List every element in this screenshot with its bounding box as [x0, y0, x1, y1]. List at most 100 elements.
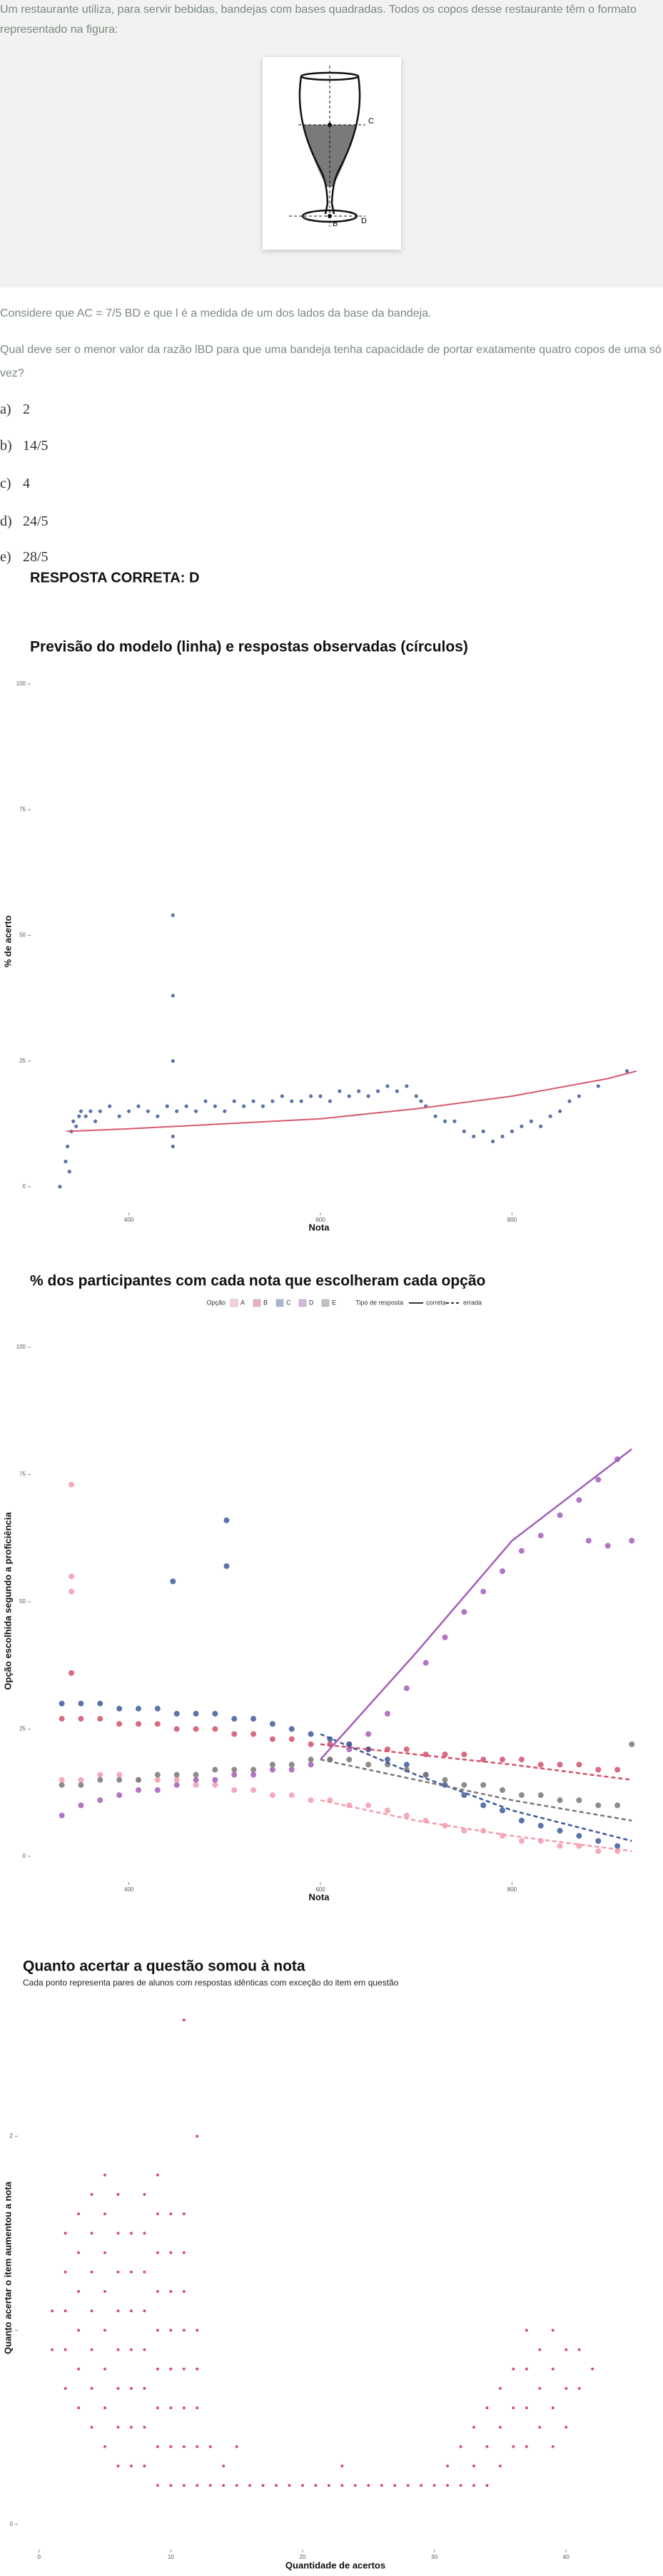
- legend-label: C: [286, 1299, 291, 1306]
- point: [442, 1119, 447, 1123]
- point: [135, 1777, 141, 1783]
- point: [193, 1782, 199, 1788]
- x-tick-label: 40: [563, 2554, 570, 2560]
- point: [308, 1094, 313, 1098]
- point: [90, 2232, 93, 2235]
- line: [320, 1758, 632, 1822]
- point: [103, 2251, 107, 2254]
- point: [97, 1772, 103, 1778]
- point: [614, 1767, 621, 1773]
- y-tick-label: 100: [16, 1344, 26, 1350]
- point: [565, 2426, 568, 2429]
- point: [250, 1767, 257, 1773]
- point: [171, 993, 175, 998]
- legend-title: Opção: [206, 1299, 226, 1306]
- point: [308, 1757, 314, 1763]
- point: [442, 1752, 448, 1758]
- point: [77, 1114, 81, 1118]
- x-tick-label: 400: [124, 1886, 134, 1893]
- point: [193, 1710, 199, 1717]
- point: [270, 1099, 275, 1103]
- point: [500, 1807, 506, 1814]
- point: [231, 1787, 238, 1793]
- point: [169, 2367, 173, 2371]
- x-tick-label: 0: [37, 2554, 41, 2560]
- point: [196, 2329, 199, 2332]
- point: [551, 2406, 555, 2410]
- point: [67, 1170, 71, 1174]
- point: [175, 1109, 179, 1113]
- point: [250, 1731, 257, 1737]
- point: [288, 1762, 295, 1768]
- point: [173, 1772, 180, 1778]
- point: [551, 2329, 555, 2332]
- point: [459, 2445, 462, 2448]
- point: [156, 2445, 159, 2448]
- point: [212, 1777, 218, 1783]
- legend-swatch: [253, 1299, 261, 1307]
- x-tick-label: 600: [315, 1217, 325, 1223]
- point: [171, 1144, 175, 1149]
- point: [498, 2426, 502, 2429]
- point: [498, 2387, 502, 2390]
- point: [171, 1059, 175, 1063]
- point: [156, 2367, 159, 2371]
- point: [269, 1792, 275, 1799]
- line: [66, 1070, 637, 1133]
- point: [461, 1792, 467, 1799]
- point: [422, 1772, 429, 1778]
- point: [480, 1782, 487, 1788]
- point: [182, 2484, 186, 2487]
- y-axis-label: Quanto acertar o item aumentou a nota: [2, 2181, 13, 2354]
- legend-label: D: [309, 1299, 314, 1306]
- point: [78, 1777, 84, 1783]
- option: d) 24/5: [0, 513, 49, 530]
- point: [156, 1114, 160, 1118]
- option: a) 2: [0, 402, 30, 418]
- y-axis-label: % de acerto: [2, 915, 13, 967]
- point: [196, 2406, 199, 2410]
- point: [288, 1736, 295, 1742]
- point: [365, 1762, 372, 1768]
- point: [193, 1726, 199, 1732]
- x-axis-label: Nota: [309, 1891, 330, 1902]
- point: [557, 1843, 563, 1849]
- point: [340, 2464, 344, 2468]
- point: [69, 1670, 75, 1676]
- point: [365, 1802, 372, 1809]
- point: [269, 1767, 275, 1773]
- point: [419, 1099, 423, 1103]
- point: [182, 2251, 186, 2254]
- point: [472, 2464, 475, 2468]
- point: [64, 2309, 67, 2313]
- point: [275, 2484, 278, 2487]
- point: [116, 2232, 120, 2235]
- point: [156, 2251, 159, 2254]
- point: [485, 2484, 489, 2487]
- y-tick-label: 0: [10, 2521, 14, 2528]
- point: [308, 1741, 314, 1747]
- legend-label: E: [332, 1299, 336, 1306]
- point: [143, 2464, 146, 2468]
- point: [537, 1533, 544, 1539]
- point: [129, 2387, 133, 2390]
- point: [357, 1089, 361, 1093]
- y-tick-label: 50: [19, 1598, 26, 1605]
- point: [300, 2484, 304, 2487]
- point: [538, 2387, 542, 2390]
- point: [385, 1084, 390, 1088]
- point: [538, 2348, 542, 2351]
- point: [485, 2445, 489, 2448]
- point: [143, 2232, 146, 2235]
- point: [365, 1746, 372, 1752]
- point: [169, 2290, 173, 2293]
- point: [77, 2367, 81, 2371]
- point: [116, 1792, 123, 1799]
- point: [461, 1752, 467, 1758]
- point: [59, 1700, 65, 1707]
- point: [208, 2484, 212, 2487]
- point: [299, 1099, 303, 1103]
- x-tick-label: 20: [300, 2554, 306, 2560]
- point: [472, 1134, 476, 1139]
